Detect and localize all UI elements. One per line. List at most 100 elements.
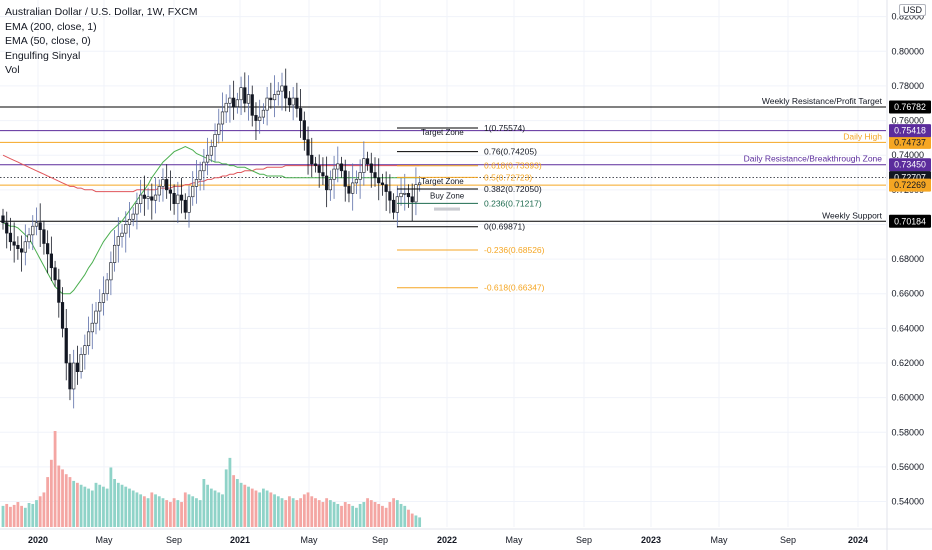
volume-bar: [9, 506, 12, 527]
candle-body: [291, 97, 295, 106]
price-tag-bg: [889, 135, 931, 149]
volume-bar: [410, 513, 414, 527]
volume-bar: [135, 492, 139, 527]
candle-body: [232, 97, 236, 108]
level-label: Weekly Support: [822, 210, 882, 220]
volume-bar: [265, 490, 269, 527]
volume-bar: [180, 502, 183, 527]
volume-bar: [120, 484, 124, 527]
annotation-target-zone: Target Zone: [421, 128, 464, 137]
price-tick-label: 0.58000: [891, 427, 924, 437]
candle-body: [157, 186, 161, 196]
volume-bar: [202, 479, 206, 527]
fib-label: -0.618(0.66347): [484, 283, 545, 293]
candle-body: [287, 97, 292, 106]
candle-body: [161, 179, 165, 187]
volume-bar: [83, 486, 87, 527]
volume-bar: [284, 500, 288, 527]
candle-body: [217, 123, 221, 135]
volume-bar: [169, 502, 172, 527]
level-label: Daily Resistance/Breakthrough Zone: [744, 154, 883, 164]
time-tick-label: 2024: [848, 535, 868, 545]
candle-body: [269, 97, 273, 101]
time-tick-label: Sep: [576, 535, 592, 545]
candle-body: [42, 229, 46, 244]
candle-body: [343, 170, 347, 187]
volume-bar: [280, 498, 284, 527]
volume-bar: [150, 492, 154, 527]
volume-bar: [250, 488, 254, 527]
candle-body: [272, 94, 277, 101]
time-axis[interactable]: 2020 May Sep 2021 May Sep 2022 May Sep 2023 May Sep…: [0, 528, 932, 545]
time-tick-label: 2023: [641, 535, 661, 545]
candle-body: [12, 241, 16, 246]
time-tick-label: Sep: [780, 535, 796, 545]
candle-body: [165, 179, 169, 191]
symbol-title[interactable]: Australian Dollar / U.S. Dollar, 1W, FXC…: [5, 6, 198, 18]
volume-bar: [291, 498, 295, 527]
price-tick-label: 0.66000: [891, 289, 924, 299]
volume-bar: [392, 498, 395, 527]
volume-bar: [61, 469, 64, 527]
candle-body: [90, 322, 94, 333]
candle-body: [68, 362, 72, 390]
indicator-ema-50[interactable]: EMA (50, close, 0): [5, 35, 91, 47]
horizontal-levels: Weekly Resistance/Profit Target Daily Hig…: [0, 96, 886, 222]
volume-bar: [176, 500, 180, 527]
volume-bar: [362, 502, 366, 527]
candle-body: [206, 154, 210, 163]
currency-button[interactable]: USD: [898, 4, 926, 16]
volume-bar: [131, 490, 135, 527]
candle-body: [49, 253, 53, 269]
volume-bar: [384, 507, 388, 527]
indicator-engulfing[interactable]: Engulfing Sinyal: [5, 49, 81, 62]
volume-bar: [332, 502, 336, 527]
volume-bar: [109, 467, 113, 527]
volume-bar: [276, 496, 280, 527]
volume-bar: [76, 482, 79, 527]
candle-body: [302, 120, 306, 140]
candle-body: [135, 203, 139, 215]
volume-bar: [98, 484, 102, 527]
candle-body: [146, 196, 150, 199]
volume-bar: [146, 498, 150, 527]
ema-50-line: [2, 145, 420, 295]
price-tag-label: 0.74737: [894, 137, 926, 147]
fib-label: 0.382(0.72050): [484, 184, 542, 194]
price-axis[interactable]: 0.820000.800000.780000.760000.740000.720…: [886, 0, 924, 550]
volume-bar: [217, 492, 221, 527]
candle-body: [328, 179, 332, 191]
indicator-volume[interactable]: Vol: [5, 64, 20, 76]
candle-body: [332, 168, 336, 180]
buy-zone-box: [434, 207, 460, 211]
candle-body: [172, 192, 176, 204]
volume-bar: [221, 494, 224, 527]
candle-body: [60, 302, 65, 329]
time-tick-label: May: [505, 535, 523, 545]
volume-bar: [377, 503, 381, 527]
volume-bar: [165, 500, 169, 527]
candle-body: [79, 354, 83, 372]
ema-200-line: [2, 154, 420, 193]
candle-body: [250, 94, 254, 116]
candle-body: [254, 115, 258, 121]
chart-grid: [0, 0, 886, 527]
candle-body: [31, 225, 35, 236]
time-tick-label: May: [710, 535, 728, 545]
price-tag-label: 0.73450: [894, 160, 926, 170]
indicator-ema-200[interactable]: EMA (200, close, 1): [5, 20, 97, 33]
price-tag-label: 0.72707: [894, 173, 926, 183]
volume-bar: [381, 505, 384, 527]
volume-bar: [27, 503, 31, 527]
volume-bar: [314, 498, 317, 527]
volume-bar: [1, 505, 5, 527]
price-tag-label: 0.72269: [894, 180, 926, 190]
candle-body: [336, 163, 340, 170]
price-tick-label: 0.74000: [891, 150, 924, 160]
volume-bar: [235, 479, 239, 527]
candle-body: [202, 161, 206, 172]
price-candles: [1, 68, 422, 409]
chart-legend: Australian Dollar / U.S. Dollar, 1W, FXC…: [5, 5, 198, 78]
price-tick-label: 0.62000: [891, 358, 924, 368]
